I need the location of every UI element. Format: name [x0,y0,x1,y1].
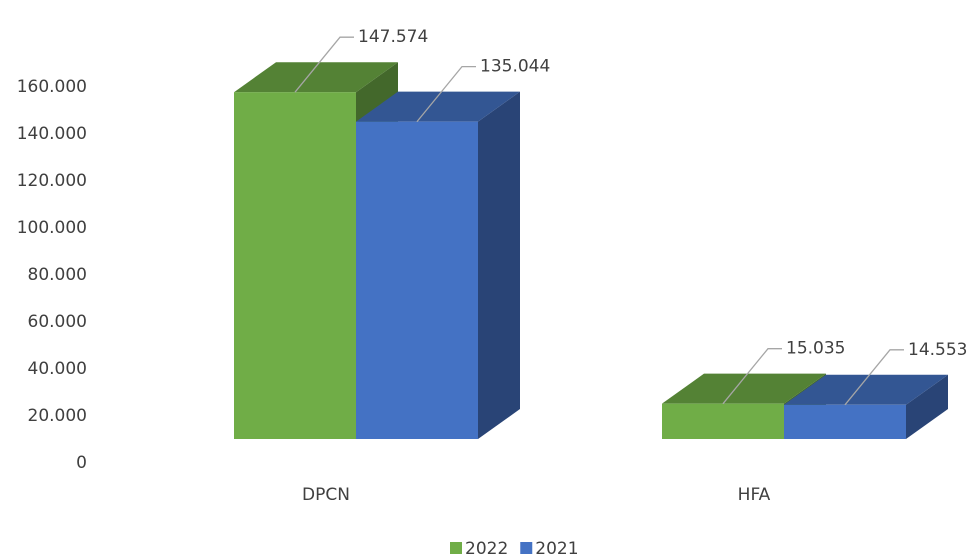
bar [662,403,784,439]
y-tick-label: 100.000 [17,218,87,238]
leader-line [294,36,354,93]
x-tick-label: DPCN [302,485,350,505]
y-tick-label: 120.000 [17,171,87,191]
legend-swatch [520,542,533,554]
bar-top [234,62,398,93]
data-label: 147.574 [358,27,428,47]
data-label: 14.553 [908,340,967,360]
y-tick-label: 0 [76,453,87,473]
y-tick-label: 20.000 [28,406,87,426]
data-label: 135.044 [480,57,550,77]
bar-top [662,373,826,404]
bar-top [356,91,520,122]
data-label: 15.035 [786,339,845,359]
y-tick-label: 60.000 [28,312,87,332]
leader-line [722,348,782,405]
leader-line [844,349,904,406]
y-tick-label: 140.000 [17,124,87,144]
bar [234,92,356,439]
legend-label: 2022 [465,539,508,559]
y-tick-label: 40.000 [28,359,87,379]
bar [784,404,906,439]
y-tick-label: 80.000 [28,265,87,285]
legend-swatch [450,542,462,554]
legend-label: 2021 [535,539,578,559]
y-tick-label: 160.000 [17,77,87,97]
bar [356,121,478,439]
bar-top [784,374,948,405]
x-tick-label: HFA [738,485,771,505]
bar-side [478,91,520,439]
leader-line [416,65,476,123]
bar-side [906,374,948,439]
